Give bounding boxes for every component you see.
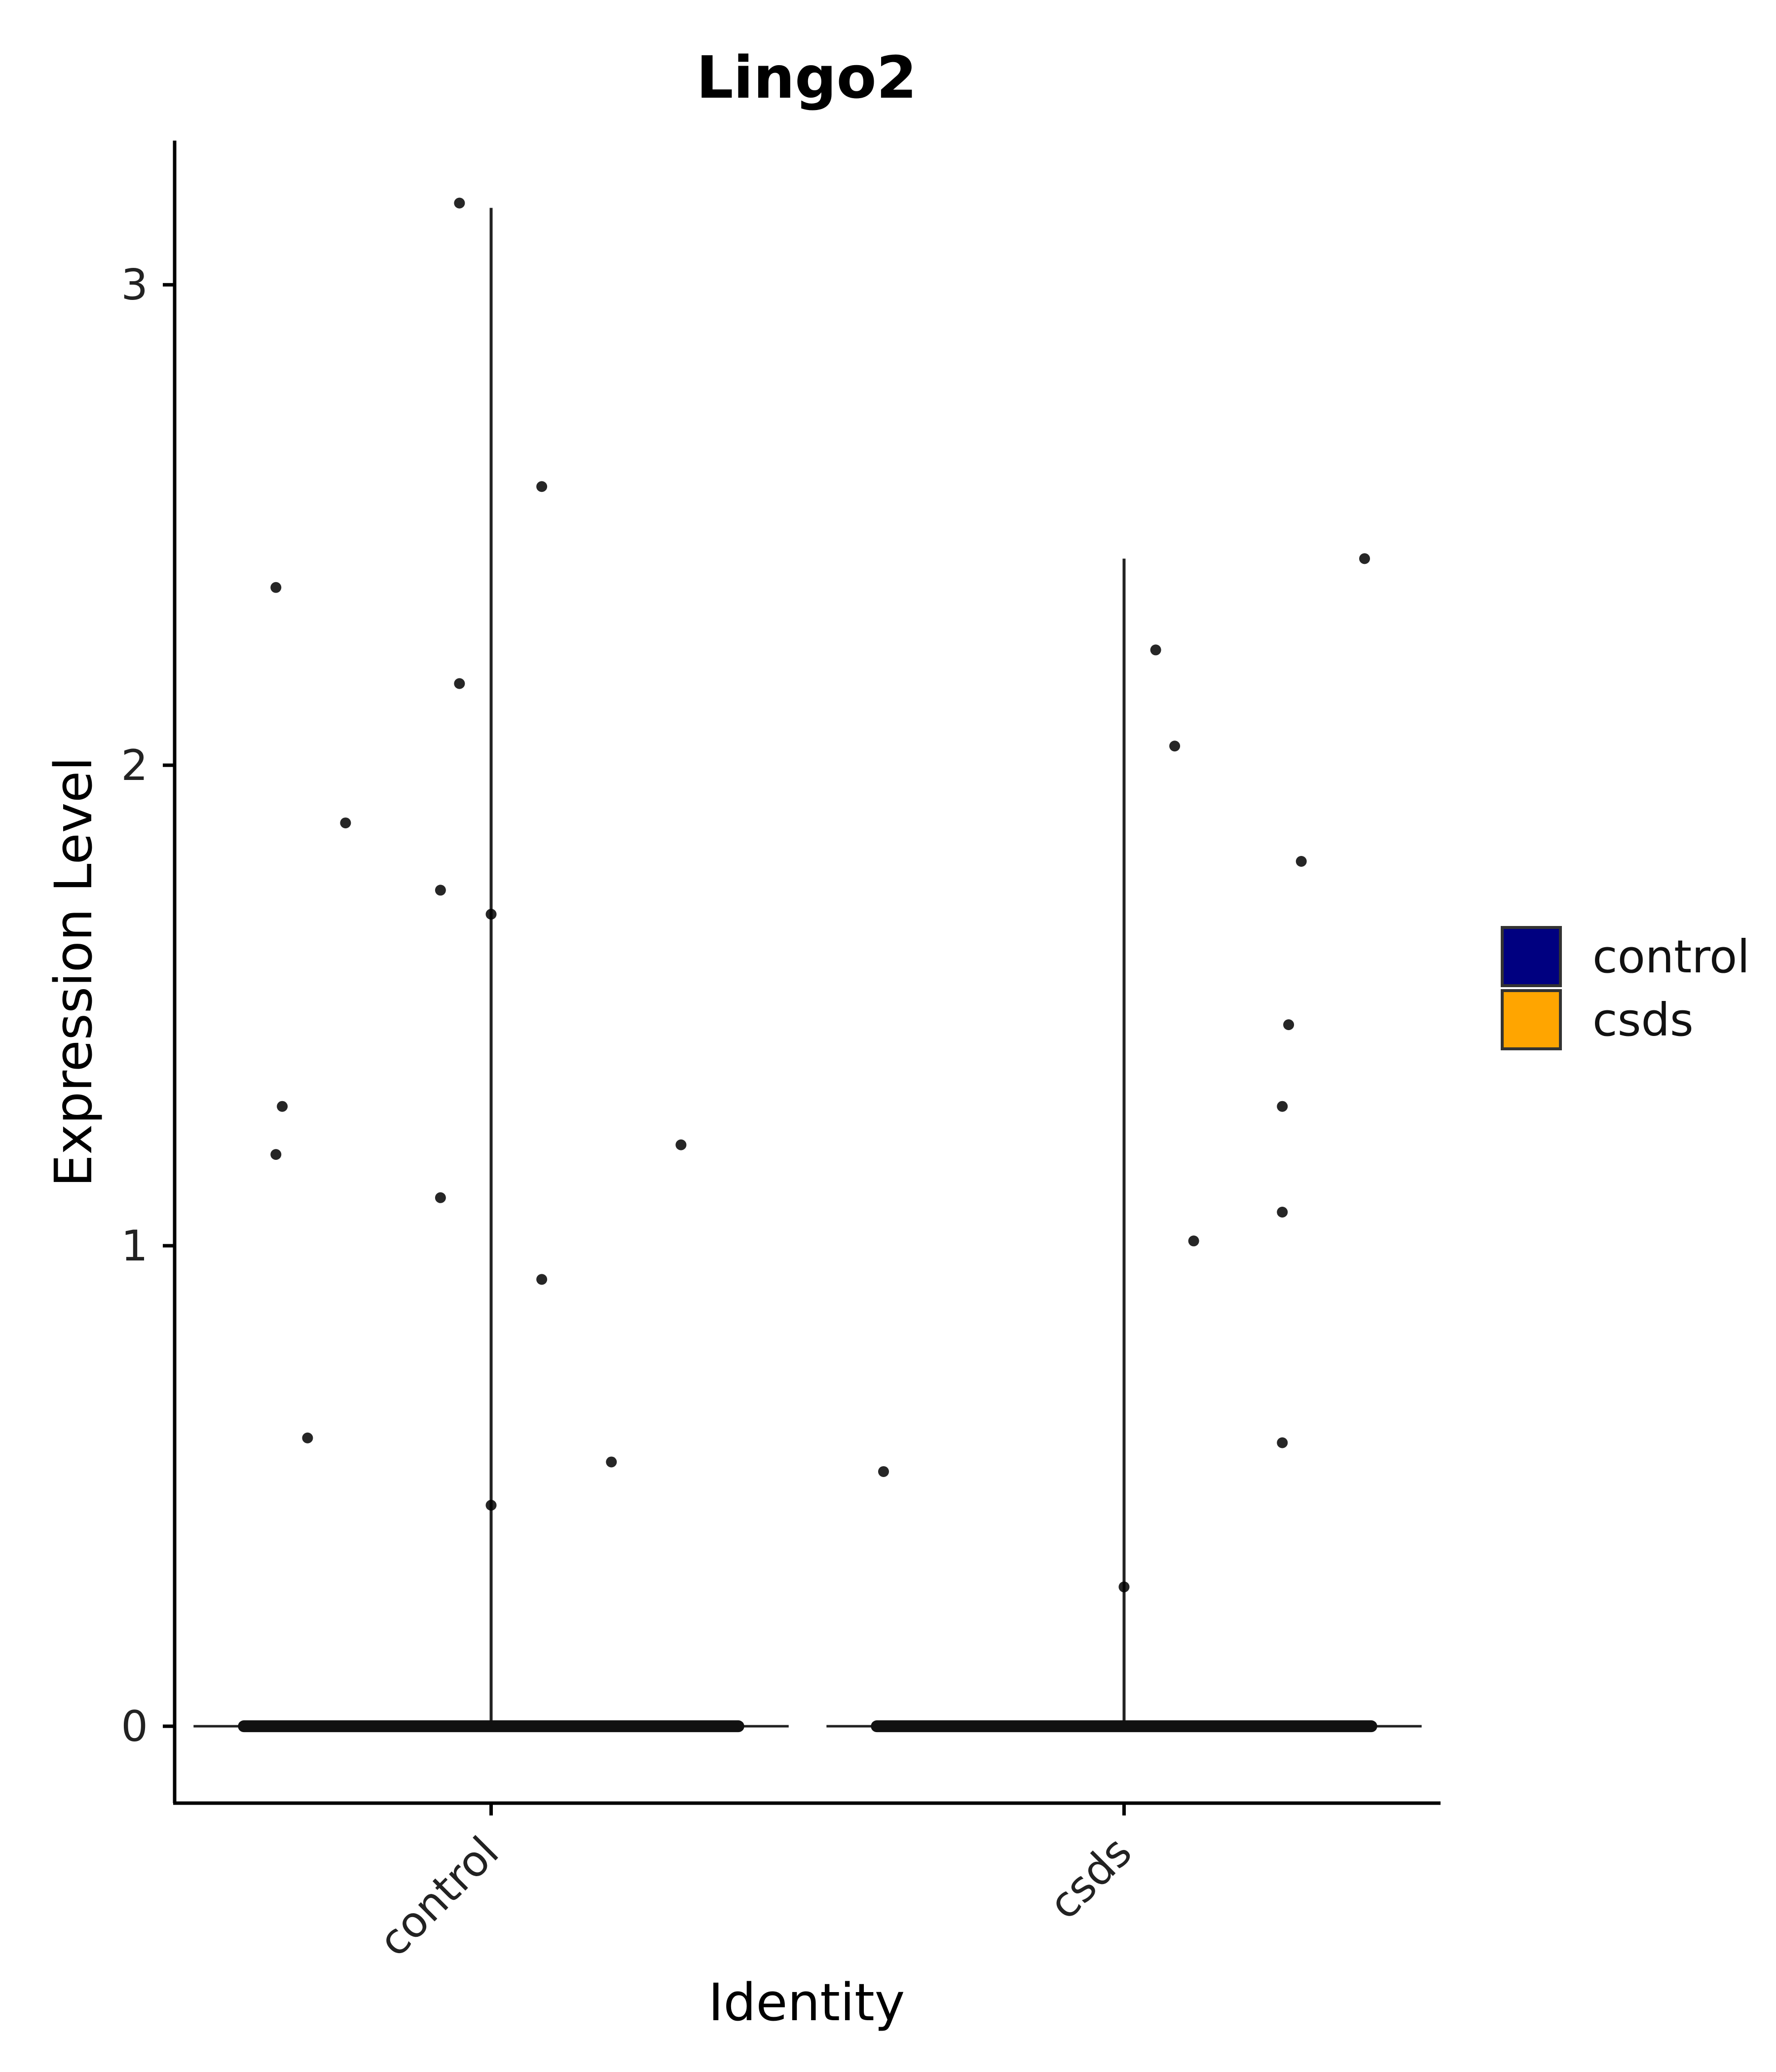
y-axis-ticks: 0 1 2 3	[121, 260, 175, 1751]
data-point-control	[536, 481, 548, 492]
data-point-control	[270, 1149, 282, 1160]
data-point-control	[485, 1500, 497, 1511]
x-tick-label: csds	[1039, 1827, 1141, 1929]
data-point-csds	[878, 1466, 889, 1477]
data-point-control	[454, 197, 465, 209]
data-point-control	[435, 885, 446, 896]
x-tick-label: control	[370, 1827, 509, 1966]
data-point-csds	[1283, 1019, 1295, 1031]
data-point-control	[606, 1456, 617, 1468]
data-point-csds	[1150, 644, 1161, 656]
data-point-control	[454, 678, 465, 689]
data-point-csds	[1295, 855, 1307, 867]
legend: control csds	[1501, 926, 1750, 1050]
data-point-csds	[1169, 740, 1181, 752]
y-tick-label: 3	[121, 260, 148, 310]
data-point-csds	[1277, 1437, 1288, 1448]
data-point-csds	[1118, 1581, 1130, 1592]
y-axis-title: Expression Level	[43, 757, 104, 1187]
legend-label: control	[1592, 930, 1750, 983]
data-point-control	[485, 909, 497, 920]
data-point-control	[435, 1192, 446, 1203]
data-point-csds	[1359, 553, 1370, 564]
data-point-control	[340, 817, 351, 829]
legend-swatch	[1501, 989, 1562, 1050]
data-point-csds	[1277, 1206, 1288, 1218]
chart-title: Lingo2	[696, 43, 917, 111]
data-point-control	[675, 1139, 687, 1150]
y-tick-label: 0	[121, 1702, 148, 1751]
zero-points-band-csds	[871, 1720, 1377, 1733]
legend-label: csds	[1592, 994, 1694, 1046]
data-point-control	[270, 582, 282, 593]
data-point-control	[536, 1274, 548, 1285]
legend-swatch	[1501, 926, 1562, 987]
data-point-csds	[1277, 1101, 1288, 1112]
y-tick-label: 1	[121, 1221, 148, 1271]
x-axis-title: Identity	[708, 1972, 905, 2033]
plot-area	[193, 197, 1422, 1733]
zero-points-band-control	[238, 1720, 744, 1733]
data-point-control	[302, 1432, 313, 1443]
data-point-csds	[1188, 1235, 1199, 1247]
y-tick-label: 2	[121, 741, 148, 790]
data-point-control	[277, 1101, 288, 1112]
x-axis-ticks: control csds	[370, 1803, 1141, 1966]
